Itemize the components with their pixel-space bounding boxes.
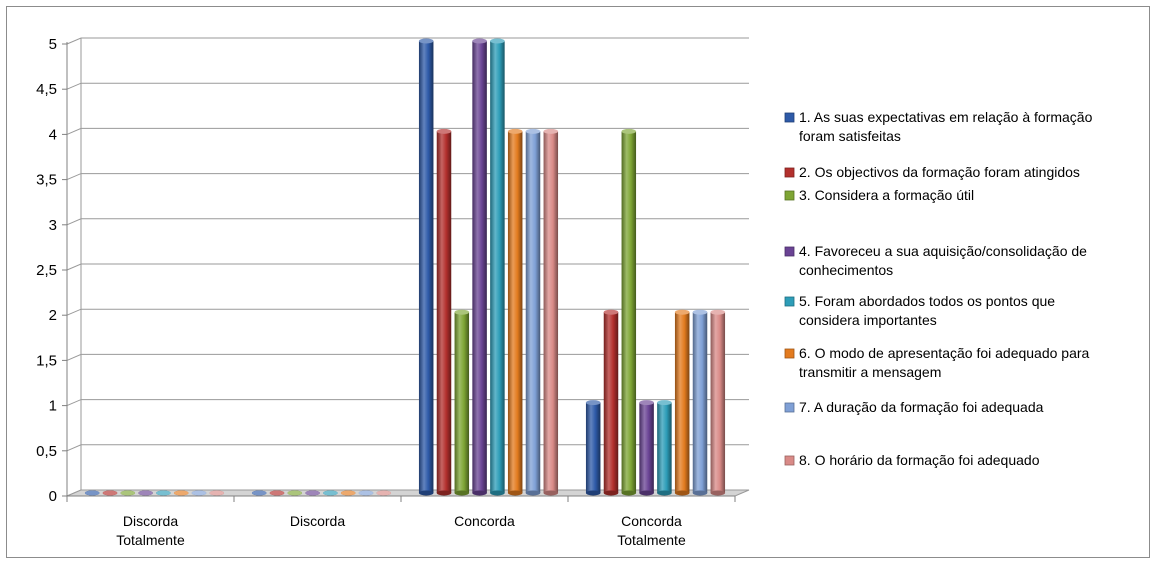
legend-label: 3. Considera a formação útil — [799, 187, 974, 203]
bar — [305, 490, 320, 496]
gridline — [66, 173, 749, 181]
bar — [472, 38, 487, 496]
bar — [269, 490, 285, 496]
bar — [710, 309, 726, 496]
x-category-label: Discorda — [290, 513, 345, 529]
y-tick-label: 2,5 — [36, 262, 57, 279]
gridline — [66, 82, 749, 90]
chart-frame — [6, 6, 1150, 558]
bar — [358, 490, 374, 496]
legend-item: 1. As suas expectativas em relação à for… — [784, 109, 1093, 144]
gridline — [66, 127, 749, 135]
legend-label: 1. As suas expectativas em relação à for… — [799, 109, 1093, 144]
bar — [674, 309, 690, 496]
bar — [84, 490, 100, 496]
bar — [585, 400, 601, 496]
y-tick-label: 3 — [49, 217, 57, 234]
bar — [692, 309, 708, 496]
legend: 1. As suas expectativas em relação à for… — [784, 109, 1093, 468]
gridline — [66, 353, 749, 361]
bar — [490, 38, 505, 496]
bar — [639, 400, 654, 496]
bar — [621, 128, 637, 496]
legend-label: 4. Favoreceu a sua aquisição/consolidaçã… — [799, 243, 1087, 278]
bar — [525, 128, 541, 496]
x-category-label: Discorda Totalmente — [116, 513, 185, 548]
bar — [603, 309, 619, 496]
bar — [418, 38, 434, 496]
gridline — [66, 263, 749, 271]
x-category-label: Concorda — [454, 513, 515, 529]
legend-swatch — [784, 167, 795, 178]
legend-label: 6. O modo de apresentação foi adequado p… — [799, 345, 1090, 380]
bar — [323, 490, 338, 496]
legend-item: 8. O horário da formação foi adequado — [784, 452, 1040, 468]
legend-swatch — [784, 455, 795, 466]
bar — [209, 490, 225, 496]
gridline — [66, 37, 749, 45]
y-tick-label: 4 — [49, 126, 57, 143]
legend-label: 8. O horário da formação foi adequado — [799, 452, 1040, 468]
y-tick-label: 0,5 — [36, 443, 57, 460]
legend-item: 5. Foram abordados todos os pontos que co… — [784, 293, 1055, 328]
x-category-label: Concorda Totalmente — [617, 513, 686, 548]
bar — [156, 490, 171, 496]
legend-label: 2. Os objectivos da formação foram ating… — [799, 164, 1080, 180]
bar — [102, 490, 118, 496]
legend-swatch — [784, 348, 795, 359]
bar — [138, 490, 153, 496]
legend-swatch — [784, 112, 795, 123]
y-tick-label: 1,5 — [36, 352, 57, 369]
bar — [173, 490, 189, 496]
bar — [340, 490, 356, 496]
bar — [657, 400, 672, 496]
y-tick-label: 2 — [49, 307, 57, 324]
bar — [376, 490, 392, 496]
y-tick-label: 3,5 — [36, 172, 57, 189]
legend-label: 7. A duração da formação foi adequada — [799, 399, 1044, 415]
legend-item: 4. Favoreceu a sua aquisição/consolidaçã… — [784, 243, 1087, 278]
bar — [507, 128, 523, 496]
bar — [120, 490, 136, 496]
bar — [543, 128, 559, 496]
y-tick-label: 1 — [49, 398, 57, 415]
legend-label: 5. Foram abordados todos os pontos que co… — [799, 293, 1055, 328]
bar — [454, 309, 470, 496]
gridline — [66, 308, 749, 316]
bar — [251, 490, 267, 496]
legend-swatch — [784, 246, 795, 257]
y-tick-label: 0 — [49, 488, 57, 505]
bar — [436, 128, 452, 496]
legend-swatch — [784, 296, 795, 307]
bar — [191, 490, 207, 496]
y-tick-label: 4,5 — [36, 81, 57, 98]
legend-swatch — [784, 402, 795, 413]
legend-item: 2. Os objectivos da formação foram ating… — [784, 164, 1080, 180]
y-tick-label: 5 — [49, 36, 57, 53]
bar — [287, 490, 303, 496]
legend-item: 7. A duração da formação foi adequada — [784, 399, 1044, 415]
legend-item: 6. O modo de apresentação foi adequado p… — [784, 345, 1090, 380]
legend-item: 3. Considera a formação útil — [784, 187, 974, 203]
gridline — [66, 218, 749, 226]
legend-swatch — [784, 190, 795, 201]
bars — [84, 38, 726, 496]
